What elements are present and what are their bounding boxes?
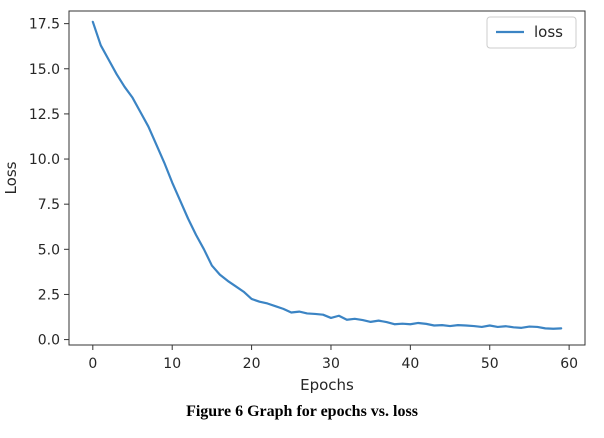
y-tick-label: 0.0 [38,333,60,349]
y-tick-label: 7.5 [38,197,60,213]
series-line-loss [91,20,563,330]
x-axis-title: Epochs [300,376,354,394]
y-tick-label: 12.5 [29,107,60,123]
x-tick-label: 0 [88,356,97,372]
x-tick-label: 20 [243,356,261,372]
x-tick-label: 10 [163,356,181,372]
legend-box [486,16,577,49]
y-tick-label: 5.0 [38,242,60,258]
x-tick-label: 50 [481,356,499,372]
y-axis-title: Loss [2,161,20,194]
y-tick-label: 10.0 [29,152,60,168]
loss-chart: 0 10 20 30 40 50 60 0.0 2.5 5.0 7.5 10.0 12.5 15.0 17.… [2,10,586,394]
x-tick-label: 60 [560,356,578,372]
x-tick-label: 40 [401,356,419,372]
y-tick-label: 15.0 [29,62,60,78]
plot-frame [68,10,586,346]
x-tick-label: 30 [322,356,340,372]
y-tick-label: 2.5 [38,287,60,303]
y-tick-label: 17.5 [29,17,60,33]
legend-label: loss [534,23,563,41]
figure-caption: Figure 6 Graph for epochs vs. loss [186,403,418,420]
